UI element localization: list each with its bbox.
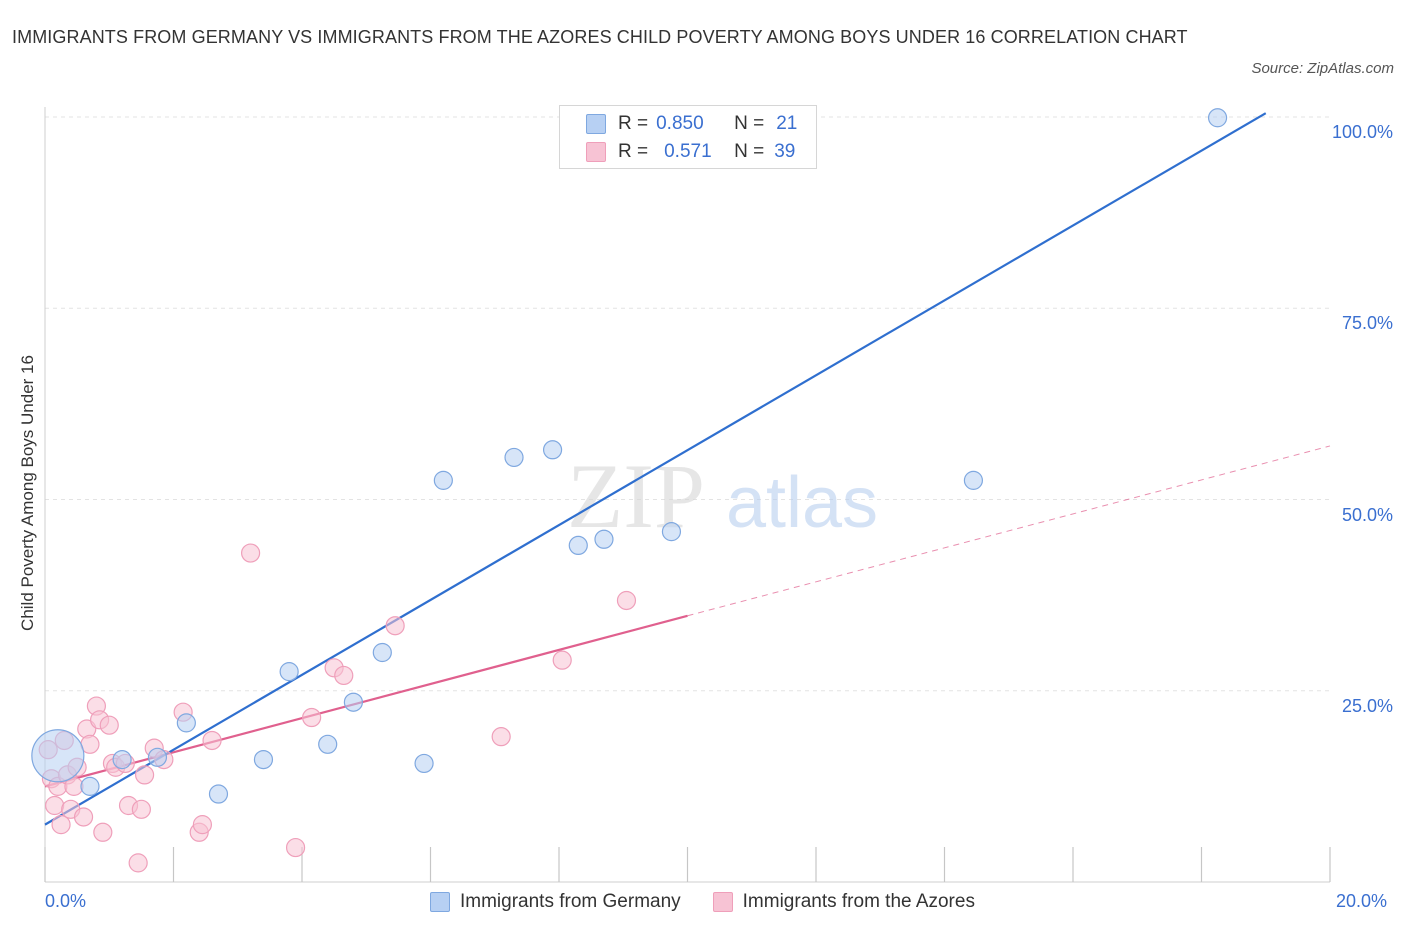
data-point-azores [616,590,637,611]
data-point-germany [594,529,614,549]
legend-n-value: 39 [774,141,796,162]
y-tick-label: 75.0% [1341,313,1393,334]
source-label: Source: ZipAtlas.com [1251,60,1394,77]
data-point-germany [80,776,100,796]
data-point-azores [302,707,322,728]
trend-line-azores [44,614,688,788]
data-point-germany [568,535,588,556]
grid-lines [45,116,1330,692]
data-point-germany [372,642,392,663]
legend-swatch-azores [586,142,606,162]
legend-row-germany: R = 0.850 N = 21 [586,112,797,136]
data-point-germany [253,749,274,770]
data-point-azores [128,853,148,873]
data-point-germany [208,784,229,804]
data-point-germany [1207,108,1228,128]
legend-n-label: N = [734,113,765,134]
series-azores-points [38,543,637,873]
watermark: ZIP atlas [567,445,878,547]
legend-swatch-azores [712,892,733,912]
data-point-azores [192,815,213,835]
data-point-germany [279,662,299,682]
trend-line-germany [44,112,1267,826]
data-point-germany [963,470,984,490]
x-tick-label-max: 20.0% [1336,891,1388,911]
data-point-germany [318,734,338,754]
data-point-azores [491,727,511,747]
data-point-azores [241,543,261,563]
trend-line-azores-extension [687,445,1331,617]
correlation-legend: R = 0.850 N = 21 R = 0.571 N = 39 [559,105,817,169]
legend-r-value: 0.571 [664,141,712,162]
legend-swatch-germany [430,892,450,912]
data-point-azores [131,799,151,819]
legend-label-germany: Immigrants from Germany [460,891,681,912]
data-point-germany [176,713,196,733]
watermark-atlas: atlas [726,463,878,543]
legend-r-value: 0.850 [656,113,704,134]
legend-item-azores[interactable]: Immigrants from the Azores [712,891,975,913]
data-point-azores [73,807,94,827]
watermark-zip: ZIP [567,445,705,547]
y-tick-label: 25.0% [1341,695,1393,716]
series-legend: Immigrants from Germany Immigrants from … [430,888,1007,916]
legend-label-azores: Immigrants from the Azores [742,891,975,912]
legend-n-label: N = [734,141,765,162]
y-tick-label: 50.0% [1341,504,1393,525]
data-point-germany [112,749,132,770]
legend-row-azores: R = 0.571 N = 39 [586,140,795,164]
legend-r-label: R = [618,113,649,134]
data-point-azores [202,730,222,751]
chart-title: IMMIGRANTS FROM GERMANY VS IMMIGRANTS FR… [12,27,1188,47]
data-point-germany [31,729,85,783]
data-point-azores [45,795,65,816]
data-point-azores [552,650,572,670]
data-point-azores [285,837,306,858]
legend-n-value: 21 [776,113,798,134]
series-germany-points [31,108,1228,804]
data-point-azores [51,815,71,835]
y-tick-label: 100.0% [1331,122,1393,142]
data-point-germany [542,440,563,460]
data-point-azores [334,665,354,686]
legend-r-label: R = [618,141,649,162]
data-point-azores [385,616,405,636]
data-point-germany [433,470,453,490]
data-point-germany [504,447,524,468]
legend-swatch-germany [586,114,606,134]
legend-item-germany[interactable]: Immigrants from Germany [430,891,681,913]
x-tick-label-min: 0.0% [45,891,87,911]
data-point-germany [661,522,682,542]
data-point-azores [99,715,119,735]
data-point-azores [93,822,113,842]
data-point-germany [343,692,363,712]
data-point-azores [134,765,155,785]
data-point-germany [414,753,434,774]
data-point-germany [147,747,168,767]
